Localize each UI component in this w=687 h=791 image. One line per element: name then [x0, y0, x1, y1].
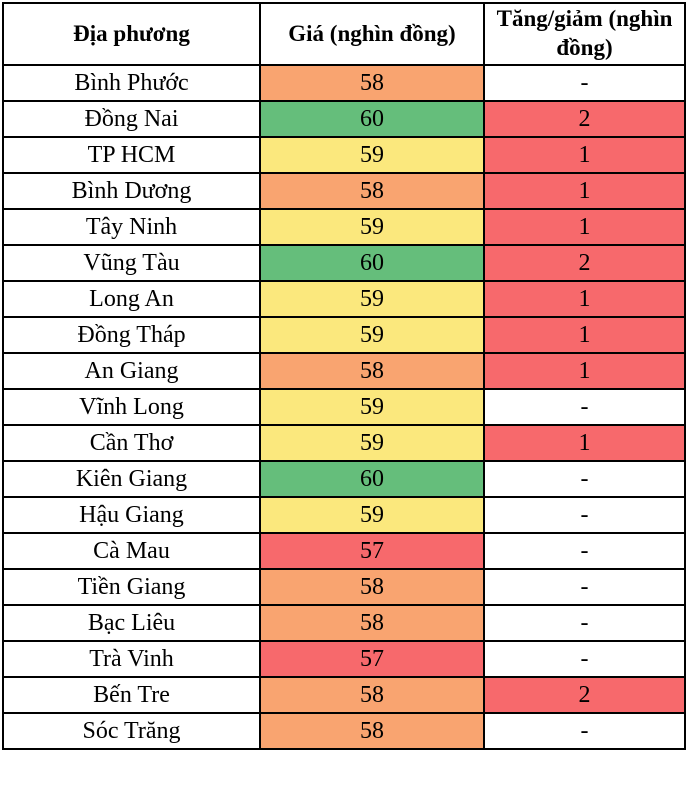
change-cell: - [483, 388, 686, 426]
change-cell: - [483, 640, 686, 678]
table-row: Kiên Giang 60- [2, 460, 686, 498]
province-cell: An Giang [2, 352, 261, 390]
change-cell: 1 [483, 172, 686, 210]
header-change: Tăng/giảm (nghìn đồng) [483, 2, 686, 66]
table-row: Trà Vinh 57- [2, 640, 686, 678]
table-row: Tiền Giang 58- [2, 568, 686, 606]
province-cell: Cà Mau [2, 532, 261, 570]
header-price: Giá (nghìn đồng) [259, 2, 485, 66]
change-cell: - [483, 496, 686, 534]
table-row: Vũng Tàu 60 2 [2, 244, 686, 282]
province-cell: Cần Thơ [2, 424, 261, 462]
province-cell: Bến Tre [2, 676, 261, 714]
price-cell: 59 [259, 208, 485, 246]
price-table: Địa phương Giá (nghìn đồng) Tăng/giảm (n… [2, 2, 686, 750]
price-cell: 57 [259, 532, 485, 570]
province-cell: Hậu Giang [2, 496, 261, 534]
change-cell: 1 [483, 208, 686, 246]
table-body: Bình Phước 58- Đồng Nai 60 2 TP HCM 59 1 Bình Dư… [2, 64, 686, 750]
price-cell: 59 [259, 280, 485, 318]
province-cell: Tiền Giang [2, 568, 261, 606]
header-row: Địa phương Giá (nghìn đồng) Tăng/giảm (n… [2, 2, 686, 66]
change-cell: - [483, 712, 686, 750]
table-row: Đồng Tháp 59 1 [2, 316, 686, 354]
province-cell: Bình Phước [2, 64, 261, 102]
table-row: Vĩnh Long 59- [2, 388, 686, 426]
price-cell: 58 [259, 64, 485, 102]
price-cell: 59 [259, 496, 485, 534]
price-cell: 60 [259, 244, 485, 282]
price-cell: 59 [259, 316, 485, 354]
province-cell: Sóc Trăng [2, 712, 261, 750]
table-row: Sóc Trăng 58- [2, 712, 686, 750]
price-cell: 58 [259, 604, 485, 642]
province-cell: Vũng Tàu [2, 244, 261, 282]
price-cell: 59 [259, 388, 485, 426]
price-cell: 58 [259, 676, 485, 714]
table-row: An Giang 58 1 [2, 352, 686, 390]
table-row: Bạc Liêu 58- [2, 604, 686, 642]
table-row: Bình Phước 58- [2, 64, 686, 102]
change-cell: 2 [483, 676, 686, 714]
province-cell: Kiên Giang [2, 460, 261, 498]
change-cell: - [483, 604, 686, 642]
province-cell: TP HCM [2, 136, 261, 174]
price-cell: 58 [259, 568, 485, 606]
table-row: Bình Dương 58 1 [2, 172, 686, 210]
province-cell: Long An [2, 280, 261, 318]
header-province: Địa phương [2, 2, 261, 66]
table-row: Bến Tre 58 2 [2, 676, 686, 714]
province-cell: Đồng Nai [2, 100, 261, 138]
change-cell: 1 [483, 352, 686, 390]
change-cell: - [483, 568, 686, 606]
table-row: Hậu Giang 59- [2, 496, 686, 534]
price-cell: 59 [259, 424, 485, 462]
province-cell: Tây Ninh [2, 208, 261, 246]
table-row: Long An 59 1 [2, 280, 686, 318]
change-cell: - [483, 532, 686, 570]
province-cell: Vĩnh Long [2, 388, 261, 426]
province-cell: Bạc Liêu [2, 604, 261, 642]
change-cell: 1 [483, 424, 686, 462]
price-cell: 59 [259, 136, 485, 174]
table-row: TP HCM 59 1 [2, 136, 686, 174]
change-cell: - [483, 64, 686, 102]
price-cell: 58 [259, 172, 485, 210]
table-row: Đồng Nai 60 2 [2, 100, 686, 138]
table-row: Cà Mau 57- [2, 532, 686, 570]
change-cell: 2 [483, 244, 686, 282]
change-cell: 1 [483, 280, 686, 318]
province-cell: Bình Dương [2, 172, 261, 210]
price-cell: 57 [259, 640, 485, 678]
price-cell: 58 [259, 352, 485, 390]
change-cell: 2 [483, 100, 686, 138]
province-cell: Đồng Tháp [2, 316, 261, 354]
price-cell: 60 [259, 460, 485, 498]
change-cell: - [483, 460, 686, 498]
table-row: Tây Ninh 59 1 [2, 208, 686, 246]
price-cell: 60 [259, 100, 485, 138]
change-cell: 1 [483, 136, 686, 174]
price-cell: 58 [259, 712, 485, 750]
province-cell: Trà Vinh [2, 640, 261, 678]
table-row: Cần Thơ 59 1 [2, 424, 686, 462]
change-cell: 1 [483, 316, 686, 354]
